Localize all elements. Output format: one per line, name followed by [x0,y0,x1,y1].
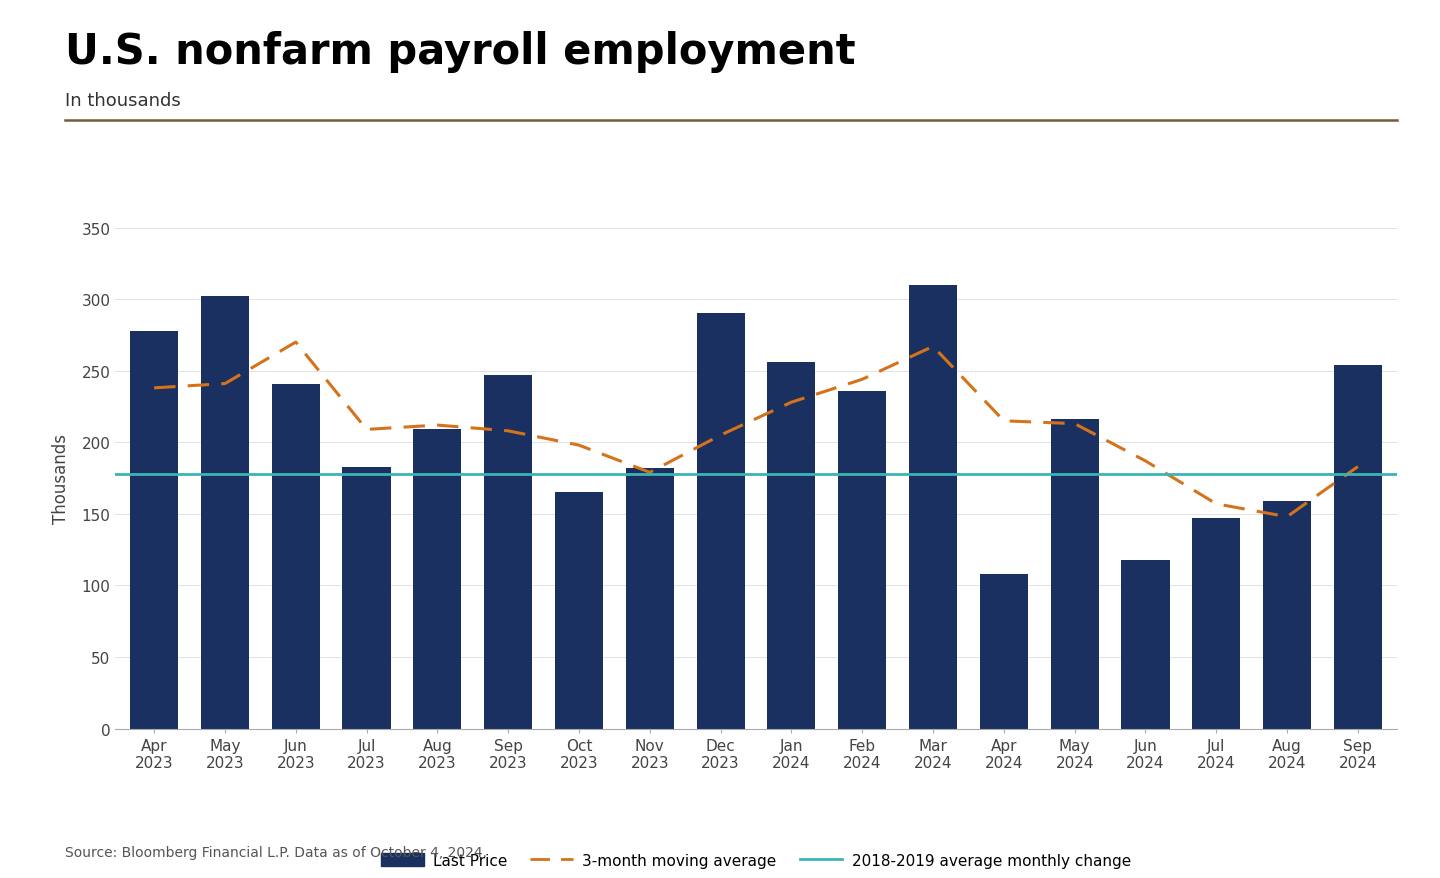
Y-axis label: Thousands: Thousands [52,434,71,523]
Bar [343,467,390,729]
Bar [484,376,533,729]
Legend: Last Price, 3-month moving average, 2018-2019 average monthly change: Last Price, 3-month moving average, 2018… [374,846,1138,874]
Bar [1122,560,1169,729]
Bar [626,469,674,729]
Bar [979,574,1028,729]
Bar [838,392,886,729]
Bar [200,297,249,729]
Text: U.S. nonfarm payroll employment: U.S. nonfarm payroll employment [65,31,855,73]
Bar [272,385,320,729]
Bar [909,285,958,729]
Bar [1263,501,1312,729]
Text: In thousands: In thousands [65,92,180,110]
Bar [130,331,179,729]
Bar [1333,365,1382,729]
Bar [1051,420,1099,729]
Text: Source: Bloomberg Financial L.P. Data as of October 4, 2024.: Source: Bloomberg Financial L.P. Data as… [65,845,487,859]
Bar [1192,519,1240,729]
Bar [697,314,744,729]
Bar [413,430,461,729]
Bar [554,493,603,729]
Bar [768,363,815,729]
